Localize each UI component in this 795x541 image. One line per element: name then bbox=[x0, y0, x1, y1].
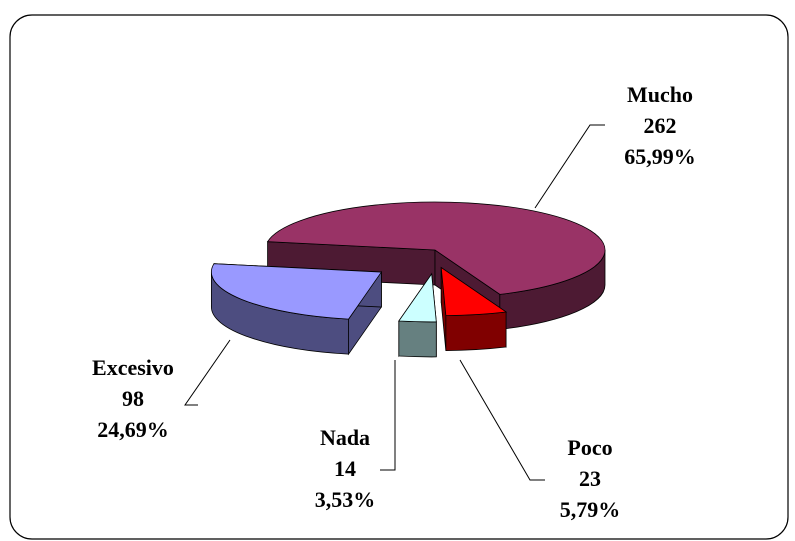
slice-label-percent: 65,99% bbox=[624, 144, 696, 169]
slice-label-percent: 5,79% bbox=[560, 497, 621, 522]
slice-outer-wall bbox=[445, 311, 507, 351]
slice-top bbox=[266, 201, 606, 295]
slice-label-name: Nada bbox=[320, 425, 370, 450]
slice-label-name: Excesivo bbox=[92, 355, 174, 380]
slice-label-percent: 3,53% bbox=[315, 487, 376, 512]
leader-line bbox=[459, 359, 545, 481]
pie bbox=[210, 201, 606, 358]
slice-outer-wall bbox=[398, 320, 437, 358]
slice-label-value: 23 bbox=[579, 466, 601, 491]
slice-label-value: 262 bbox=[644, 113, 677, 138]
slice-label-percent: 24,69% bbox=[97, 417, 169, 442]
leader-line bbox=[534, 124, 605, 209]
slice-top bbox=[398, 272, 437, 323]
slice bbox=[210, 263, 383, 356]
slice bbox=[440, 266, 508, 351]
slice-top bbox=[211, 263, 383, 320]
leader-line bbox=[380, 360, 396, 471]
slice-label-value: 98 bbox=[122, 386, 144, 411]
labels: Mucho 262 65,99% Poco 23 5,79% Nada 14 3,53% Exce… bbox=[92, 82, 696, 522]
slice bbox=[398, 272, 437, 358]
slice-top bbox=[440, 266, 508, 316]
slice-label-value: 14 bbox=[334, 456, 356, 481]
slice-label-name: Poco bbox=[567, 435, 612, 460]
slice-label-name: Mucho bbox=[627, 82, 693, 107]
leader-line bbox=[184, 339, 231, 406]
